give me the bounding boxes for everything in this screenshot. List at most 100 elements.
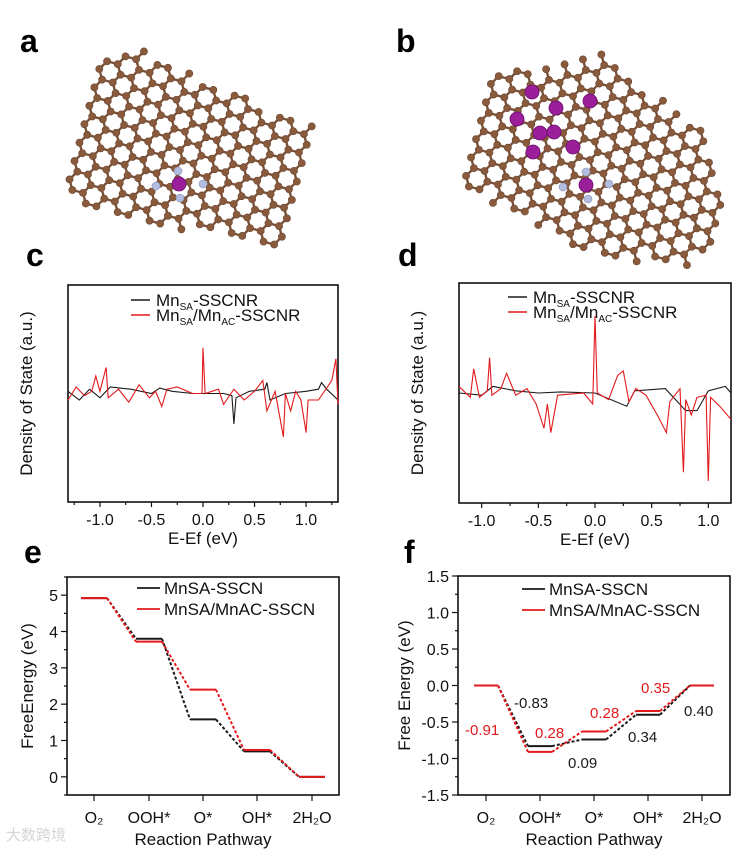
- carbon-atom: [143, 97, 152, 106]
- carbon-atom: [528, 199, 537, 208]
- carbon-atom: [533, 181, 542, 190]
- carbon-atom: [557, 158, 565, 166]
- carbon-atom: [669, 247, 678, 256]
- atomic-structures: [65, 47, 725, 270]
- carbon-atom: [661, 215, 669, 224]
- carbon-atom: [215, 146, 224, 155]
- carbon-atom: [532, 102, 541, 110]
- chart-c: E-Ef (eV) Density of State (a.u.) -1.0 -0.5…: [17, 284, 339, 548]
- carbon-atom: [495, 111, 504, 120]
- carbon-atom: [648, 241, 657, 250]
- legend-label: MnSA-SSCN: [549, 580, 648, 599]
- carbon-atom: [465, 182, 473, 191]
- carbon-atom: [542, 213, 550, 222]
- carbon-atom: [102, 165, 111, 174]
- transition-connector: [605, 710, 637, 733]
- carbon-atom: [105, 176, 114, 185]
- carbon-atom: [210, 165, 219, 174]
- carbon-atom: [98, 115, 107, 124]
- carbon-atom: [544, 184, 553, 193]
- panel-label-e: e: [24, 534, 42, 570]
- carbon-atom: [182, 207, 191, 215]
- carbon-atom: [161, 201, 170, 210]
- carbon-atom: [259, 237, 268, 246]
- carbon-atom: [198, 83, 207, 91]
- carbon-atom: [570, 171, 579, 180]
- carbon-atom: [187, 188, 196, 197]
- carbon-atom: [225, 110, 234, 118]
- carbon-atom: [140, 87, 149, 96]
- carbon-atom: [237, 192, 246, 201]
- carbon-atom: [624, 77, 633, 86]
- carbon-atom: [236, 113, 245, 121]
- carbon-atom: [147, 148, 155, 156]
- carbon-atom: [713, 190, 722, 199]
- carbon-atom: [142, 206, 151, 214]
- carbon-atom: [224, 178, 233, 187]
- legend-text: /Mn: [193, 306, 221, 325]
- x-tick-label: 1.0: [295, 512, 317, 529]
- transition-connector: [659, 684, 691, 712]
- carbon-atom: [232, 210, 241, 219]
- carbon-atom: [651, 252, 660, 261]
- legend-text: -SSCNR: [612, 303, 677, 322]
- energy-barrier-label: 0.28: [590, 705, 619, 722]
- carbon-atom: [564, 110, 572, 119]
- carbon-atom: [244, 105, 252, 114]
- carbon-atom: [198, 191, 206, 200]
- carbon-atom: [576, 192, 584, 201]
- manganese-atom: [565, 139, 581, 155]
- carbon-atom: [515, 186, 524, 195]
- y-tick-label: 3: [49, 661, 58, 678]
- carbon-atom: [565, 190, 574, 198]
- carbon-atom: [269, 200, 278, 209]
- carbon-atom: [84, 170, 92, 179]
- carbon-atom: [511, 136, 520, 144]
- transition-connector: [269, 749, 300, 778]
- carbon-atom: [615, 193, 624, 202]
- carbon-atom: [290, 166, 298, 175]
- carbon-atom: [157, 150, 166, 159]
- carbon-atom: [214, 215, 223, 224]
- dos-series-mnsa-mnac: [458, 315, 732, 482]
- carbon-atom: [300, 130, 308, 139]
- x-tick-label: 0.5: [243, 512, 265, 529]
- carbon-atom: [125, 142, 134, 151]
- x-tick-label: 0.5: [641, 513, 663, 530]
- carbon-atom: [552, 176, 560, 185]
- carbon-atom: [207, 154, 216, 163]
- carbon-atom: [258, 158, 267, 167]
- carbon-atom: [116, 70, 125, 79]
- carbon-atom: [646, 123, 655, 131]
- manganese-atom: [171, 176, 187, 192]
- carbon-atom: [149, 119, 158, 127]
- carbon-atom: [97, 184, 106, 192]
- carbon-atom: [593, 148, 602, 157]
- carbon-atom: [211, 204, 220, 213]
- carbon-atom: [632, 257, 641, 266]
- carbon-atom: [617, 125, 626, 133]
- y-axis-title: Density of State (a.u.): [17, 311, 36, 475]
- transition-connector: [659, 684, 691, 716]
- carbon-atom: [205, 183, 214, 192]
- legend-label: MnSA-SSCNR: [533, 288, 635, 310]
- carbon-atom: [212, 96, 221, 105]
- carbon-atom: [86, 181, 95, 190]
- carbon-atom: [145, 216, 154, 225]
- carbon-atom: [175, 106, 184, 115]
- watermark: 大数跨境: [6, 826, 66, 844]
- carbon-atom: [494, 180, 502, 189]
- carbon-atom: [177, 225, 186, 234]
- carbon-atom: [592, 69, 601, 77]
- carbon-atom: [490, 130, 499, 139]
- carbon-atom: [78, 149, 87, 158]
- carbon-atom: [276, 153, 285, 162]
- carbon-atom: [488, 159, 497, 168]
- y-tick-label: 2: [49, 697, 58, 714]
- carbon-atom: [527, 120, 536, 129]
- carbon-atom: [613, 74, 622, 83]
- charts: E-Ef (eV) Density of State (a.u.) -1.0 -0.5…: [17, 282, 732, 849]
- carbon-atom: [217, 117, 226, 126]
- carbon-atom: [270, 240, 279, 249]
